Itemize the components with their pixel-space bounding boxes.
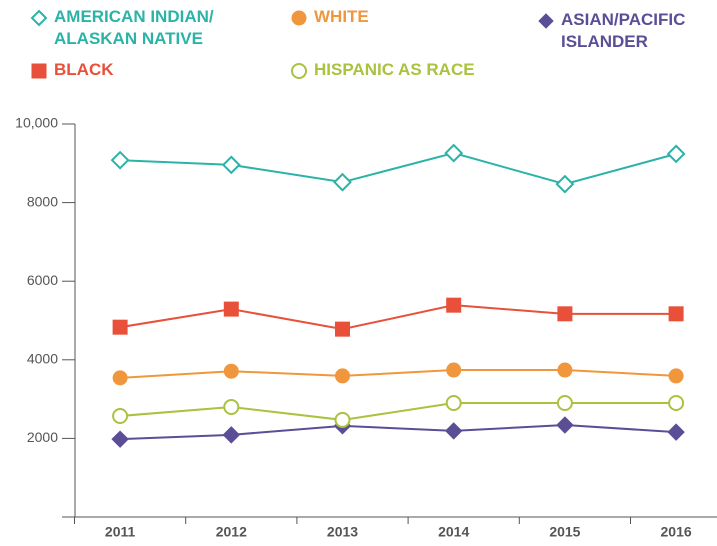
legend-icon (538, 13, 554, 29)
legend-icon (291, 63, 307, 79)
marker (333, 172, 352, 192)
legend-label: ASIAN/PACIFIC ISLANDER (561, 10, 686, 51)
y-tick-label: 10,000 (15, 115, 58, 131)
marker (668, 306, 684, 322)
marker (335, 368, 350, 384)
marker (223, 363, 239, 379)
series-line (119, 304, 677, 331)
marker (222, 426, 241, 444)
marker (667, 423, 685, 441)
marker (30, 9, 48, 27)
legend-label: HISPANIC AS RACE (314, 60, 475, 79)
x-tick-label: 2012 (216, 524, 247, 540)
series-line (120, 402, 677, 421)
marker (221, 155, 241, 175)
legend-item: ASIAN/PACIFIC ISLANDER (537, 9, 707, 53)
marker (112, 370, 128, 386)
marker (223, 301, 239, 317)
legend-item: AMERICAN INDIAN/ ALASKAN NATIVE (30, 6, 260, 50)
marker (31, 63, 47, 79)
marker (446, 362, 462, 378)
x-tick-label: 2016 (661, 524, 692, 540)
series-line (120, 424, 677, 441)
legend-label: BLACK (54, 60, 114, 79)
marker (444, 143, 464, 163)
legend-icon (291, 10, 307, 26)
series-line (120, 369, 677, 379)
marker (556, 416, 574, 434)
marker (668, 395, 685, 412)
x-tick-label: 2014 (438, 524, 469, 540)
x-tick-label: 2015 (549, 524, 580, 540)
marker (666, 144, 686, 164)
y-tick-label: 8000 (27, 193, 58, 209)
marker (444, 422, 463, 440)
marker (223, 398, 240, 415)
marker (668, 368, 684, 384)
y-tick-label: 2000 (27, 429, 58, 445)
series-line (120, 152, 677, 186)
marker (557, 306, 573, 322)
legend-label: WHITE (314, 7, 369, 26)
marker (110, 150, 130, 170)
marker (555, 174, 575, 194)
marker (556, 395, 573, 412)
marker (335, 321, 350, 337)
marker (112, 319, 128, 335)
marker (291, 10, 307, 26)
marker (291, 63, 307, 79)
marker (112, 407, 129, 424)
legend-icon (30, 9, 48, 27)
x-tick-label: 2013 (327, 524, 358, 540)
legend-item: HISPANIC AS RACE (290, 59, 520, 81)
marker (111, 430, 129, 448)
marker (445, 395, 462, 412)
legend-icon (31, 63, 47, 79)
marker (557, 362, 573, 378)
legend-item: WHITE (290, 6, 490, 28)
y-tick-label: 4000 (27, 351, 58, 367)
marker (446, 297, 462, 313)
y-tick-label: 6000 (27, 272, 58, 288)
x-tick-label: 2011 (105, 524, 136, 540)
legend-label: AMERICAN INDIAN/ ALASKAN NATIVE (54, 7, 214, 48)
marker (538, 13, 554, 29)
marker (334, 411, 351, 428)
legend-item: BLACK (30, 59, 230, 81)
